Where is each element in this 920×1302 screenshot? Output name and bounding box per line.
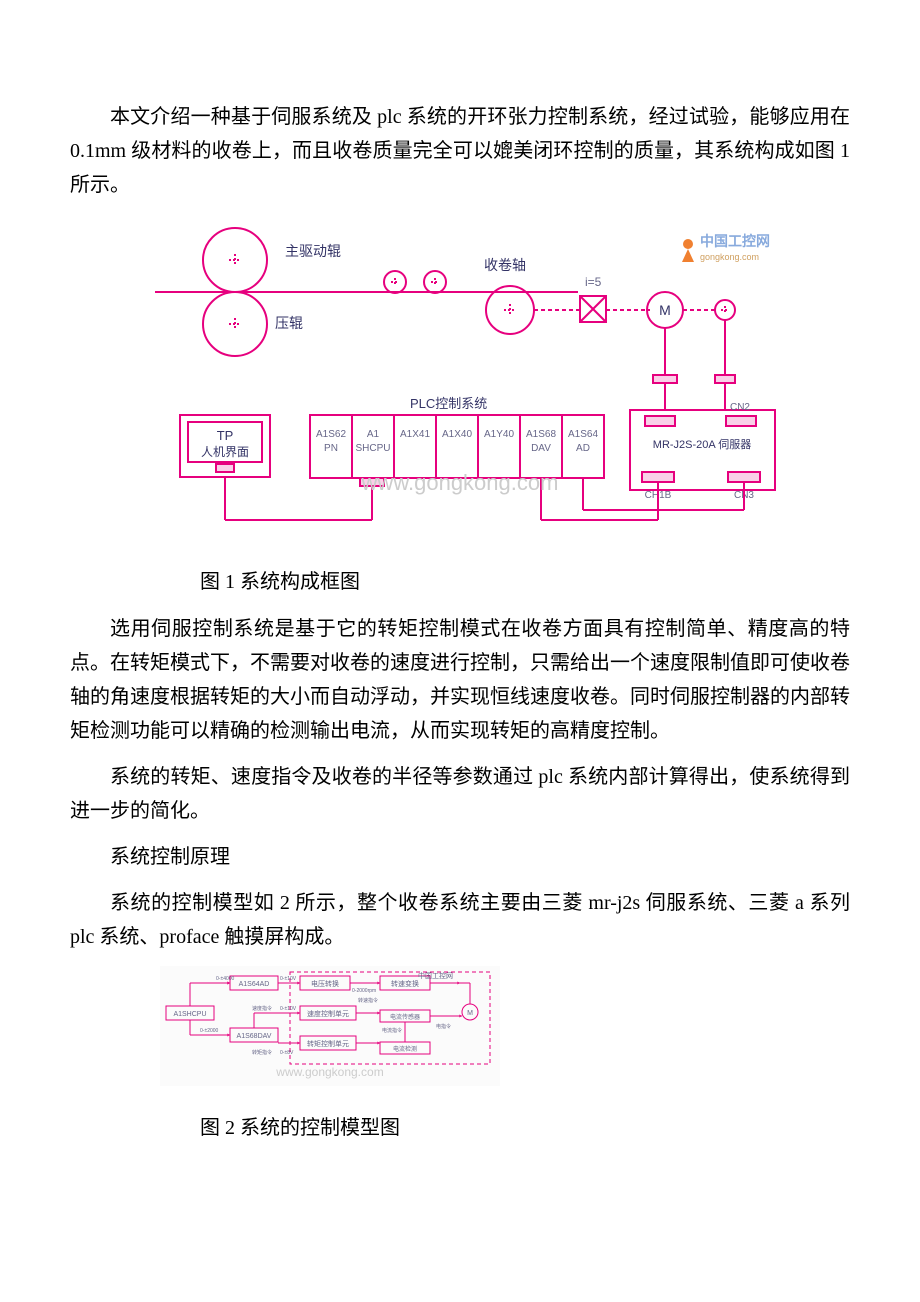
- svg-text:SHCPU: SHCPU: [355, 443, 390, 454]
- svg-text:转速指令: 转速指令: [358, 997, 378, 1004]
- svg-text:收卷轴: 收卷轴: [484, 257, 526, 273]
- svg-text:A1S68DAV: A1S68DAV: [237, 1033, 272, 1040]
- diagram-1-svg: 主驱动辊压辊 收卷轴 i=5 M TP 人机界面 PLC控制系统 A1S62 PN A1 SHCPU…: [140, 220, 780, 540]
- svg-text:转矩控制单元: 转矩控制单元: [307, 1039, 349, 1048]
- svg-text:MR-J2S-20A 伺服器: MR-J2S-20A 伺服器: [653, 438, 751, 451]
- svg-text:主驱动辊: 主驱动辊: [285, 243, 341, 259]
- svg-text:www.gongkong.com: www.gongkong.com: [275, 1065, 383, 1079]
- svg-text:A1S68: A1S68: [526, 429, 556, 440]
- svg-text:人机界面: 人机界面: [201, 445, 249, 459]
- intro-paragraph: 本文介绍一种基于伺服系统及 plc 系统的开环张力控制系统，经过试验，能够应用在…: [70, 100, 850, 202]
- svg-text:速度控制单元: 速度控制单元: [307, 1009, 349, 1018]
- paragraph-3: 系统的转矩、速度指令及收卷的半径等参数通过 plc 系统内部计算得出，使系统得到…: [70, 760, 850, 828]
- paragraph-2: 选用伺服控制系统是基于它的转矩控制模式在收卷方面具有控制简单、精度高的特点。在转…: [70, 612, 850, 748]
- svg-text:M: M: [659, 302, 671, 318]
- figure-2-caption: 图 2 系统的控制模型图: [70, 1111, 850, 1140]
- svg-text:压辊: 压辊: [275, 315, 303, 331]
- svg-text:A1Y40: A1Y40: [484, 429, 514, 440]
- svg-text:M: M: [467, 1010, 473, 1017]
- svg-text:转矩指令: 转矩指令: [252, 1049, 272, 1056]
- svg-text:A1S64AD: A1S64AD: [239, 981, 270, 988]
- svg-text:PN: PN: [324, 443, 338, 454]
- svg-text:电指令: 电指令: [436, 1023, 451, 1030]
- svg-text:gongkong.com: gongkong.com: [700, 252, 759, 262]
- svg-text:i=5: i=5: [585, 275, 602, 289]
- svg-text:A1: A1: [367, 429, 380, 440]
- svg-text:A1SHCPU: A1SHCPU: [173, 1011, 206, 1018]
- svg-text:电流指令: 电流指令: [382, 1027, 402, 1034]
- svg-text:A1S64: A1S64: [568, 429, 598, 440]
- svg-text:0-±10V: 0-±10V: [280, 1006, 297, 1012]
- svg-text:0-2000rpm: 0-2000rpm: [352, 988, 376, 994]
- svg-text:0-±4000: 0-±4000: [216, 976, 235, 982]
- svg-text:CN2: CN2: [730, 402, 750, 413]
- svg-text:0-±10V: 0-±10V: [280, 976, 297, 982]
- paragraph-5: 系统的控制模型如 2 所示，整个收卷系统主要由三菱 mr-j2s 伺服系统、三菱…: [70, 886, 850, 954]
- svg-text:中国工控网: 中国工控网: [700, 233, 770, 249]
- diagram-1-container: 主驱动辊压辊 收卷轴 i=5 M TP 人机界面 PLC控制系统 A1S62 PN A1 SHCPU…: [140, 220, 780, 545]
- svg-text:电流传感器: 电流传感器: [390, 1013, 420, 1021]
- svg-text:中国工控网: 中国工控网: [418, 971, 453, 980]
- svg-text:速度指令: 速度指令: [252, 1005, 272, 1012]
- section-heading: 系统控制原理: [70, 840, 850, 874]
- svg-text:0-±8V: 0-±8V: [280, 1050, 294, 1056]
- svg-text:电压转换: 电压转换: [311, 979, 339, 988]
- svg-text:AD: AD: [576, 443, 590, 454]
- svg-text:电流检测: 电流检测: [393, 1045, 417, 1053]
- svg-text:DAV: DAV: [531, 443, 551, 454]
- svg-text:PLC控制系统: PLC控制系统: [410, 396, 487, 411]
- svg-text:A1X40: A1X40: [442, 429, 472, 440]
- svg-text:0-±2000: 0-±2000: [200, 1028, 219, 1034]
- diagram-2-container: A1SHCPU A1S64AD A1S68DAV 电压转换 转速变换速度控制单元转矩控制…: [160, 966, 500, 1091]
- svg-text:转速变换: 转速变换: [391, 979, 419, 988]
- svg-text:A1X41: A1X41: [400, 429, 430, 440]
- svg-text:TP: TP: [217, 428, 234, 443]
- figure-1-caption: 图 1 系统构成框图: [70, 565, 850, 594]
- svg-text:www.gongkong.com: www.gongkong.com: [361, 470, 559, 495]
- svg-text:A1S62: A1S62: [316, 429, 346, 440]
- diagram-2-svg: A1SHCPU A1S64AD A1S68DAV 电压转换 转速变换速度控制单元转矩控制…: [160, 966, 500, 1086]
